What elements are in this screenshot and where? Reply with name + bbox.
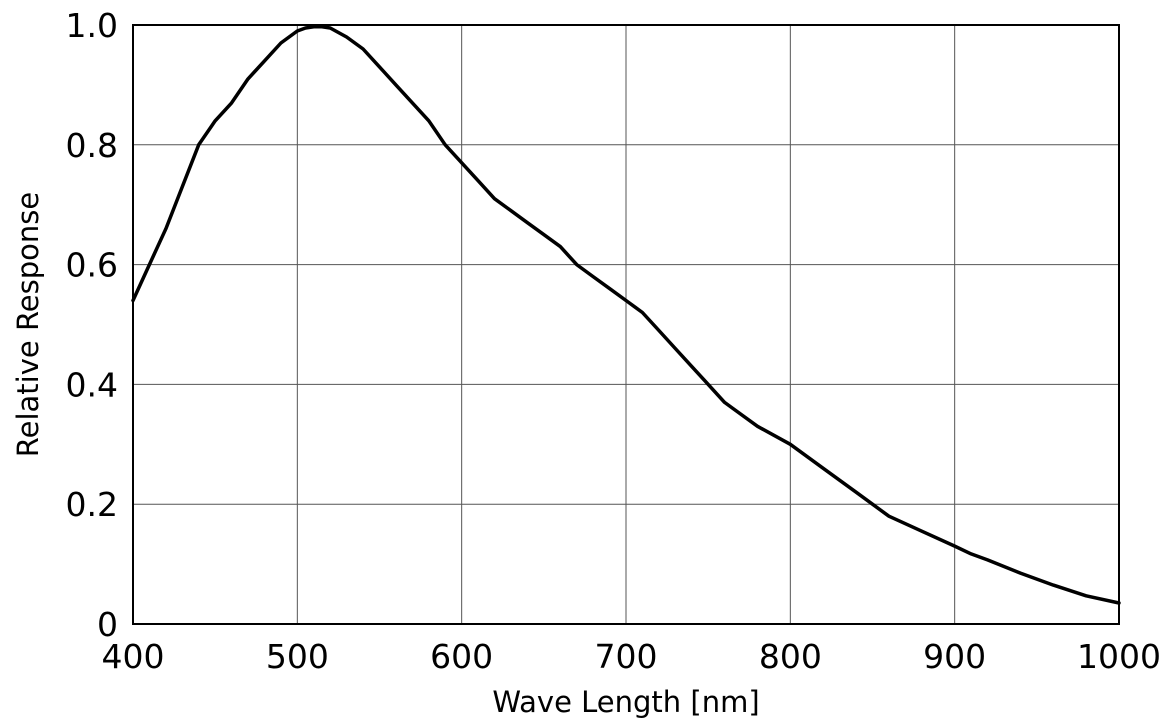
y-tick-label: 1.0 — [66, 6, 118, 45]
y-tick-label: 0.4 — [66, 365, 118, 404]
relative-response-curve — [131, 25, 1121, 605]
x-tick-label: 700 — [595, 637, 658, 676]
x-tick-label: 500 — [266, 637, 329, 676]
y-tick-label: 0 — [97, 605, 118, 644]
grid-lines — [133, 25, 1119, 624]
plot-area-frame — [132, 24, 1120, 625]
x-tick-label: 900 — [923, 637, 986, 676]
x-axis-tick-labels: 400 500 600 700 800 900 1000 — [102, 637, 1161, 676]
x-tick-label: 400 — [102, 637, 165, 676]
x-axis-title: Wave Length [nm] — [492, 685, 759, 719]
y-tick-label: 0.8 — [66, 126, 118, 165]
y-tick-label: 0.6 — [66, 246, 118, 285]
y-axis-title: Relative Response — [11, 192, 45, 457]
x-tick-label: 1000 — [1077, 637, 1161, 676]
x-tick-label: 600 — [430, 637, 493, 676]
x-tick-label: 800 — [759, 637, 822, 676]
y-axis-tick-labels: 0 0.2 0.4 0.6 0.8 1.0 — [66, 6, 118, 644]
y-tick-label: 0.2 — [66, 485, 118, 524]
